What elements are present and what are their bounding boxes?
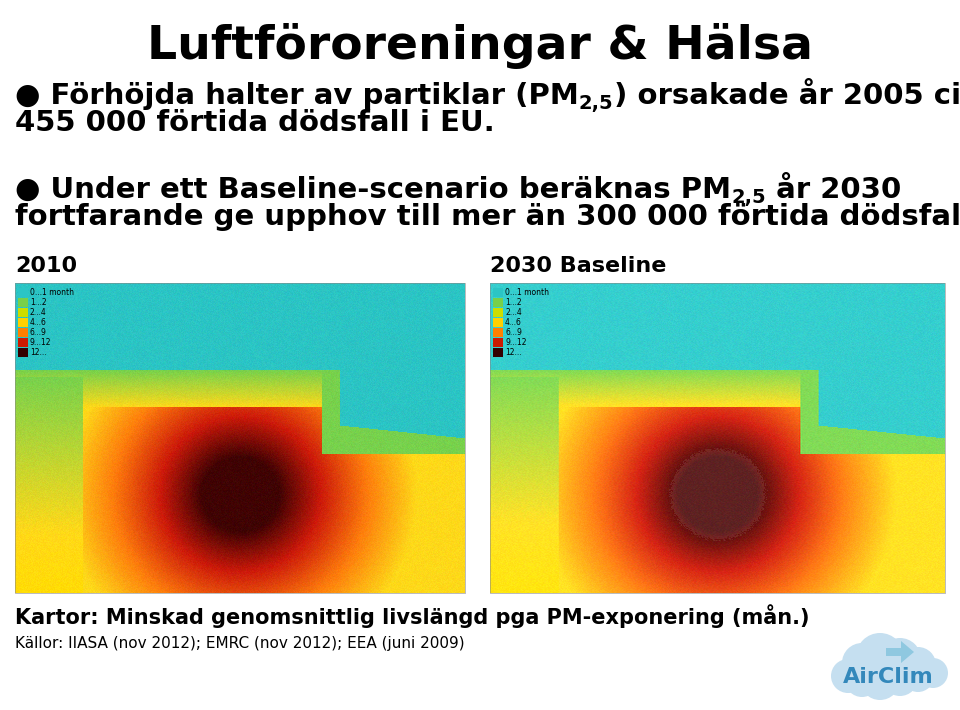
Bar [18, 348, 28, 357]
Text: 2030 Baseline: 2030 Baseline [490, 256, 666, 276]
Text: 455 000 förtida dödsfall i EU.: 455 000 förtida dödsfall i EU. [15, 109, 494, 137]
Circle shape [900, 647, 936, 683]
Circle shape [902, 660, 934, 692]
Text: 12...: 12... [505, 348, 521, 357]
Text: år 2030: år 2030 [766, 176, 901, 204]
Bar [493, 348, 503, 357]
Bar [493, 308, 503, 317]
Bar [18, 318, 28, 327]
Text: fortfarande ge upphov till mer än 300 000 förtida dödsfall/år.: fortfarande ge upphov till mer än 300 00… [15, 199, 960, 231]
Bar [18, 338, 28, 347]
Bar [490, 283, 945, 593]
Bar [18, 298, 28, 307]
Text: 0...1 month: 0...1 month [505, 288, 549, 297]
Text: 1...2: 1...2 [505, 298, 521, 307]
Text: 0...1 month: 0...1 month [30, 288, 74, 297]
Polygon shape [886, 641, 914, 663]
Text: AirClim: AirClim [843, 667, 933, 687]
Text: 4...6: 4...6 [30, 318, 47, 327]
Bar [18, 308, 28, 317]
Circle shape [831, 659, 865, 693]
Circle shape [845, 663, 879, 697]
Text: ) orsakade år 2005 cirka: ) orsakade år 2005 cirka [613, 81, 960, 110]
Text: 2...4: 2...4 [30, 308, 47, 317]
Text: Luftföroreningar & Hälsa: Luftföroreningar & Hälsa [147, 23, 813, 69]
Text: 2...4: 2...4 [505, 308, 521, 317]
Text: Kartor: Minskad genomsnittlig livslängd pga PM-exponering (mån.): Kartor: Minskad genomsnittlig livslängd … [15, 604, 809, 628]
Text: 2010: 2010 [15, 256, 77, 276]
Circle shape [879, 638, 921, 680]
Bar [18, 288, 28, 297]
Text: 4...6: 4...6 [505, 318, 522, 327]
Text: 12...: 12... [30, 348, 47, 357]
Text: Källor: IIASA (nov 2012); EMRC (nov 2012); EEA (juni 2009): Källor: IIASA (nov 2012); EMRC (nov 2012… [15, 636, 465, 651]
Bar [493, 298, 503, 307]
Circle shape [860, 660, 900, 700]
Bar [493, 318, 503, 327]
Text: 6...9: 6...9 [30, 328, 47, 337]
Bar [493, 288, 503, 297]
Text: 6...9: 6...9 [505, 328, 522, 337]
Circle shape [918, 658, 948, 688]
Text: 2,5: 2,5 [579, 94, 613, 113]
Bar [18, 328, 28, 337]
Bar [493, 328, 503, 337]
Text: 9...12: 9...12 [505, 338, 526, 347]
Circle shape [856, 633, 904, 681]
Text: 9...12: 9...12 [30, 338, 52, 347]
Bar [493, 338, 503, 347]
Text: ● Under ett Baseline-scenario beräknas PM: ● Under ett Baseline-scenario beräknas P… [15, 176, 732, 204]
Circle shape [842, 643, 882, 683]
Text: 1...2: 1...2 [30, 298, 47, 307]
Text: 2,5: 2,5 [732, 188, 766, 207]
Bar [15, 283, 465, 593]
Circle shape [882, 660, 918, 696]
Text: ● Förhöjda halter av partiklar (PM: ● Förhöjda halter av partiklar (PM [15, 82, 579, 110]
